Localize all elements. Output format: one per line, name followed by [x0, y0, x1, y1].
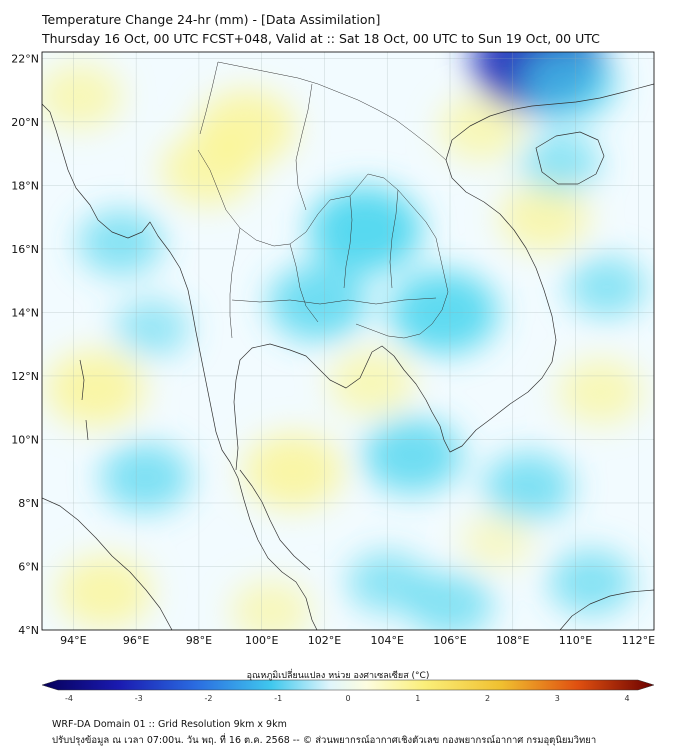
admin-borders — [197, 61, 449, 339]
map-title: Temperature Change 24-hr (mm) - [Data As… — [42, 12, 381, 27]
longitude-tick-label: 110°E — [559, 634, 592, 647]
latitude-tick-label: 4°N — [18, 624, 39, 637]
longitude-tick-label: 94°E — [60, 634, 86, 647]
colorbar-tick-label: -2 — [205, 694, 213, 703]
graticule — [42, 52, 654, 630]
temperature-blob — [499, 182, 590, 252]
colorbar-tick-label: -3 — [135, 694, 143, 703]
malay-peninsula-east — [239, 469, 311, 571]
latitude-tick-label: 12°N — [11, 370, 39, 383]
longitude-tick-label: 100°E — [245, 634, 278, 647]
latitude-tick-label: 22°N — [11, 52, 39, 65]
colorbar-tick-label: 4 — [624, 694, 629, 703]
temperature-field — [42, 52, 648, 630]
colorbar — [41, 679, 655, 691]
andaman-islands — [79, 359, 89, 441]
temperature-blob — [161, 133, 256, 206]
longitude-tick-label: 102°E — [308, 634, 341, 647]
colorbar-tick-label: -1 — [274, 694, 282, 703]
temperature-blob — [362, 417, 462, 494]
latitude-tick-label: 16°N — [11, 243, 39, 256]
temperature-blob — [230, 579, 312, 630]
latitude-tick-label: 18°N — [11, 179, 39, 192]
temperature-blob — [57, 555, 153, 629]
latitude-tick-label: 14°N — [11, 306, 39, 319]
temperature-blob — [77, 209, 164, 276]
latitude-tick-label: 10°N — [11, 433, 39, 446]
temperature-blob — [566, 256, 648, 319]
temperature-blob — [521, 52, 617, 121]
longitude-tick-label: 104°E — [371, 634, 404, 647]
temperature-blob — [243, 433, 343, 510]
map-frame — [41, 51, 655, 631]
footer-model-info: WRF-DA Domain 01 :: Grid Resolution 9km … — [52, 719, 287, 730]
temperature-blob — [519, 132, 601, 195]
map-subtitle: Thursday 16 Oct, 00 UTC FCST+048, Valid … — [42, 31, 600, 46]
latitude-tick-label: 20°N — [11, 116, 39, 129]
longitude-tick-label: 112°E — [622, 634, 655, 647]
colorbar-tick-label: -4 — [65, 694, 73, 703]
mainland-coastline — [42, 103, 318, 630]
temperature-blob — [461, 513, 533, 569]
temperature-blob — [42, 63, 123, 130]
temperature-blob — [548, 549, 634, 616]
coastlines-and-borders — [42, 61, 654, 630]
sumatra-coast — [42, 497, 173, 630]
longitude-tick-label: 98°E — [186, 634, 212, 647]
temperature-blob — [438, 95, 525, 162]
colorbar-tick-label: 0 — [345, 694, 350, 703]
colorbar-tick-label: 3 — [555, 694, 560, 703]
footer-update-info: ปรับปรุงข้อมูล ณ เวลา 07:00น. วัน พฤ. ที… — [52, 735, 597, 746]
longitude-tick-label: 108°E — [496, 634, 529, 647]
colorbar-tick-label: 1 — [415, 694, 420, 703]
temperature-blob — [308, 186, 422, 274]
temperature-blob — [558, 359, 644, 425]
temperature-blob — [483, 452, 574, 522]
temperature-blob — [113, 299, 190, 358]
gulf-of-thailand-east-coast — [233, 83, 654, 471]
temperature-blob — [45, 350, 146, 427]
colorbar-tick-label: 2 — [485, 694, 490, 703]
temperature-change-map: 22°N 20°N 18°N 16°N 14°N 12°N 10°N 8°N 6°N 4°N 94°… — [11, 51, 655, 703]
temperature-blob — [328, 349, 415, 416]
colorbar-label: อุณหภูมิเปลี่ยนแปลง หน่วย องศาเซลเซียส (… — [246, 671, 430, 681]
temperature-blob — [100, 442, 191, 513]
latitude-tick-label: 6°N — [18, 560, 39, 573]
temperature-blob — [268, 264, 368, 342]
hainan-island — [535, 131, 605, 185]
longitude-tick-label: 106°E — [433, 634, 466, 647]
longitude-tick-label: 96°E — [123, 634, 149, 647]
borneo-coast — [559, 589, 654, 630]
latitude-tick-label: 8°N — [18, 497, 39, 510]
